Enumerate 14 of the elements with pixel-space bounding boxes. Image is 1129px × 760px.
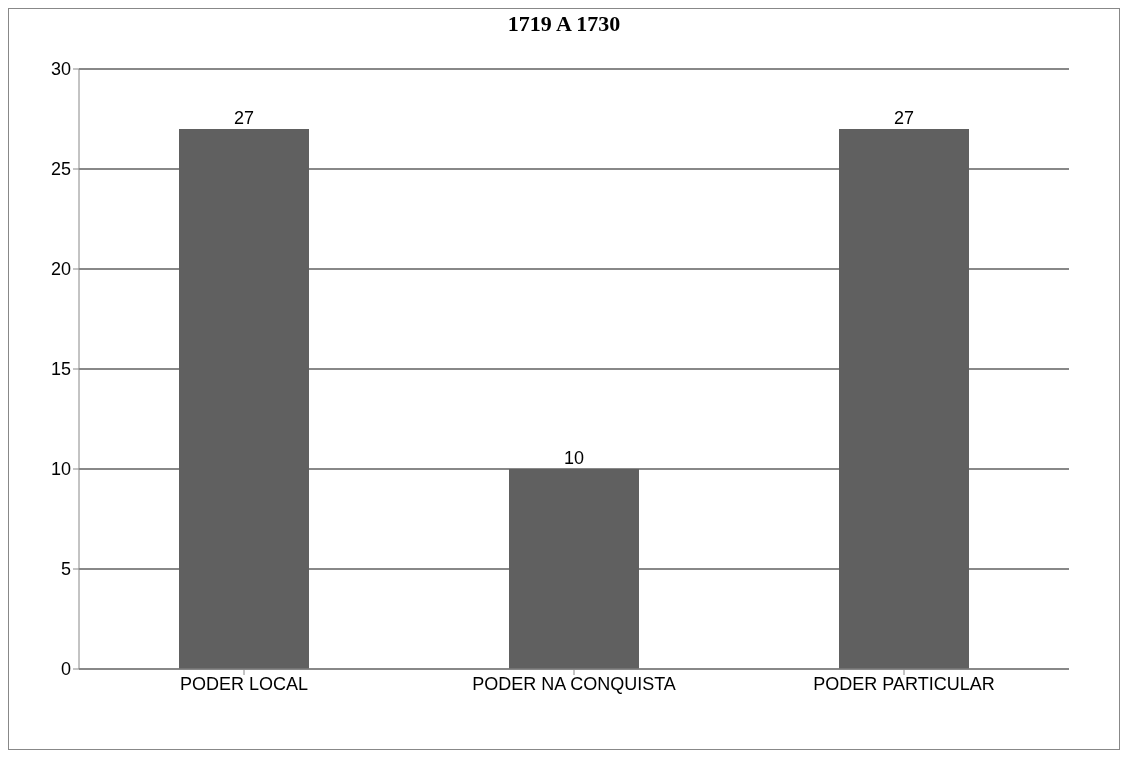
- x-tick-label: PODER PARTICULAR: [813, 673, 995, 694]
- y-tick-label: 15: [50, 359, 71, 380]
- y-tick-label: 10: [50, 459, 71, 480]
- data-label: 27: [233, 108, 255, 128]
- x-tick-label: PODER NA CONQUISTA: [472, 673, 676, 694]
- y-tick-label: 30: [50, 59, 71, 80]
- chart-title: 1719 A 1730: [506, 10, 622, 38]
- y-tick-label: 5: [60, 559, 71, 580]
- y-tick-label: 0: [60, 659, 71, 680]
- y-tick-label: 20: [50, 259, 71, 280]
- data-label: 27: [893, 108, 915, 128]
- data-label: 10: [563, 448, 585, 468]
- y-tick-label: 25: [50, 159, 71, 180]
- x-tick-label: PODER LOCAL: [179, 673, 309, 694]
